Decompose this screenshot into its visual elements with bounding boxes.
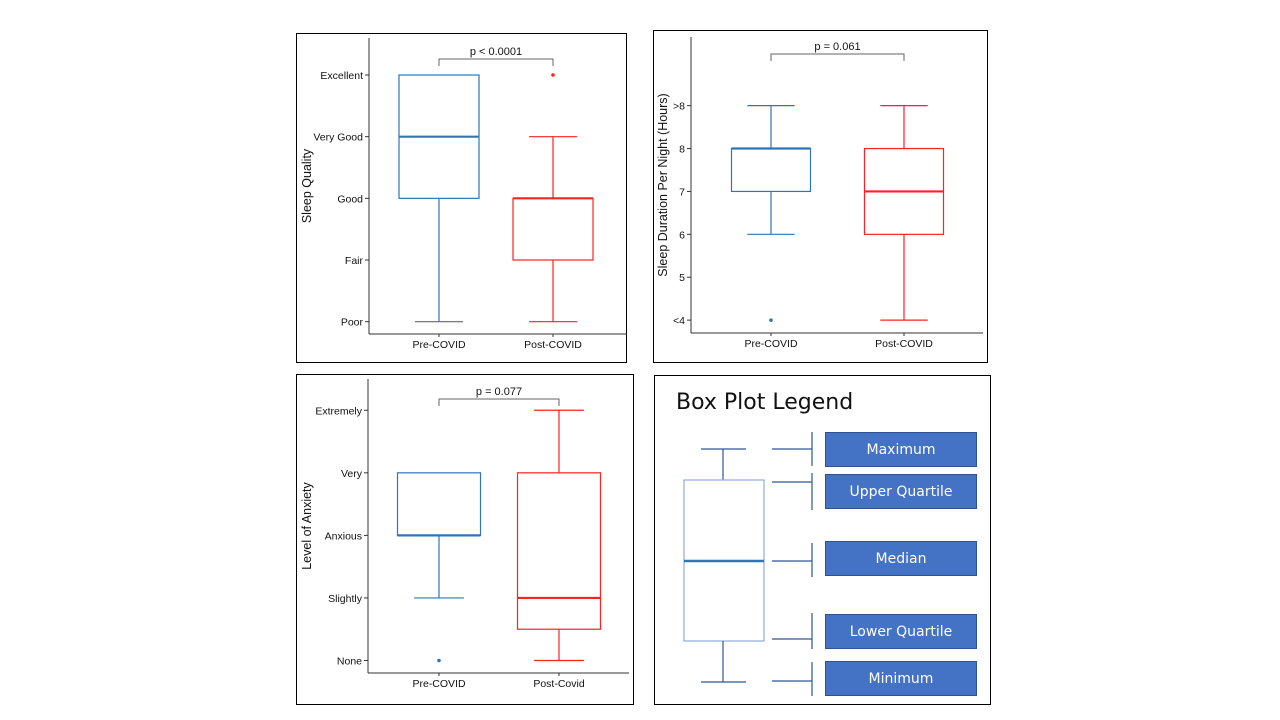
y-tick-label: Poor <box>341 317 364 329</box>
anxiety-svg: None Slightly Anxious Very Extremely Level of… <box>300 379 629 690</box>
y-tick-label: Good <box>337 193 363 205</box>
y-tick-label: Very <box>341 468 363 480</box>
y-tick-label: Extremely <box>315 405 362 417</box>
x-tick-label: Post-COVID <box>524 339 582 351</box>
y-tick-label: Fair <box>345 255 364 267</box>
legend-title: Box Plot Legend <box>676 390 854 415</box>
p-value-label: p < 0.0001 <box>470 46 522 58</box>
y-axis-title: Level of Anxiety <box>300 481 314 569</box>
x-tick-label: Pre-COVID <box>412 678 466 690</box>
sleep-duration-chart: <4 5 6 7 8 >8 Sleep Duration Per Night (Hours)… <box>653 30 988 363</box>
y-tick-label: 7 <box>679 186 685 198</box>
box-iqr <box>512 197 594 261</box>
x-tick-label: Pre-COVID <box>412 339 466 351</box>
significance-bracket <box>438 58 554 66</box>
x-tick-label: Post-COVID <box>875 338 933 350</box>
y-axis-title: Sleep Duration Per Night (Hours) <box>656 93 670 276</box>
y-tick-label: None <box>337 655 362 667</box>
y-tick-label: 5 <box>679 272 685 284</box>
legend-label-maximum: Maximum <box>825 432 977 467</box>
legend-label-minimum: Minimum <box>825 661 977 696</box>
p-value-label: p = 0.077 <box>476 386 522 398</box>
y-tick-label: 6 <box>679 229 685 241</box>
sleep-quality-chart: Poor Fair Good Very Good Excellent Sleep Qual… <box>296 33 627 363</box>
sleep-quality-svg: Poor Fair Good Very Good Excellent Sleep Qual… <box>300 38 627 351</box>
box-iqr <box>396 472 482 536</box>
outlier-point <box>551 73 555 77</box>
legend-label-upper-quartile: Upper Quartile <box>825 474 977 509</box>
y-tick-label: <4 <box>673 315 685 327</box>
y-tick-label: Anxious <box>325 530 362 542</box>
y-tick-label: >8 <box>673 101 685 113</box>
legend-label-lower-quartile: Lower Quartile <box>825 614 977 649</box>
y-tick-label: Excellent <box>320 70 363 82</box>
x-tick-label: Post-Covid <box>533 678 585 690</box>
x-tick-label: Pre-COVID <box>744 338 798 350</box>
outlier-point <box>769 318 773 322</box>
box-iqr <box>730 147 812 193</box>
significance-bracket <box>770 53 905 61</box>
legend-label-median: Median <box>825 541 977 576</box>
y-axis-title: Sleep Quality <box>300 148 314 223</box>
y-tick-label: Slightly <box>328 593 363 605</box>
box-plot-legend: Box Plot Legend Maximum Upper Quartile M… <box>654 375 991 705</box>
legend-diagram <box>683 432 813 696</box>
p-value-label: p = 0.061 <box>814 41 860 53</box>
outlier-point <box>437 658 441 663</box>
y-tick-label: Very Good <box>313 132 363 144</box>
box-iqr <box>516 472 602 630</box>
y-tick-label: 8 <box>679 144 685 156</box>
significance-bracket <box>438 398 560 406</box>
anxiety-chart: None Slightly Anxious Very Extremely Level of… <box>296 374 634 705</box>
